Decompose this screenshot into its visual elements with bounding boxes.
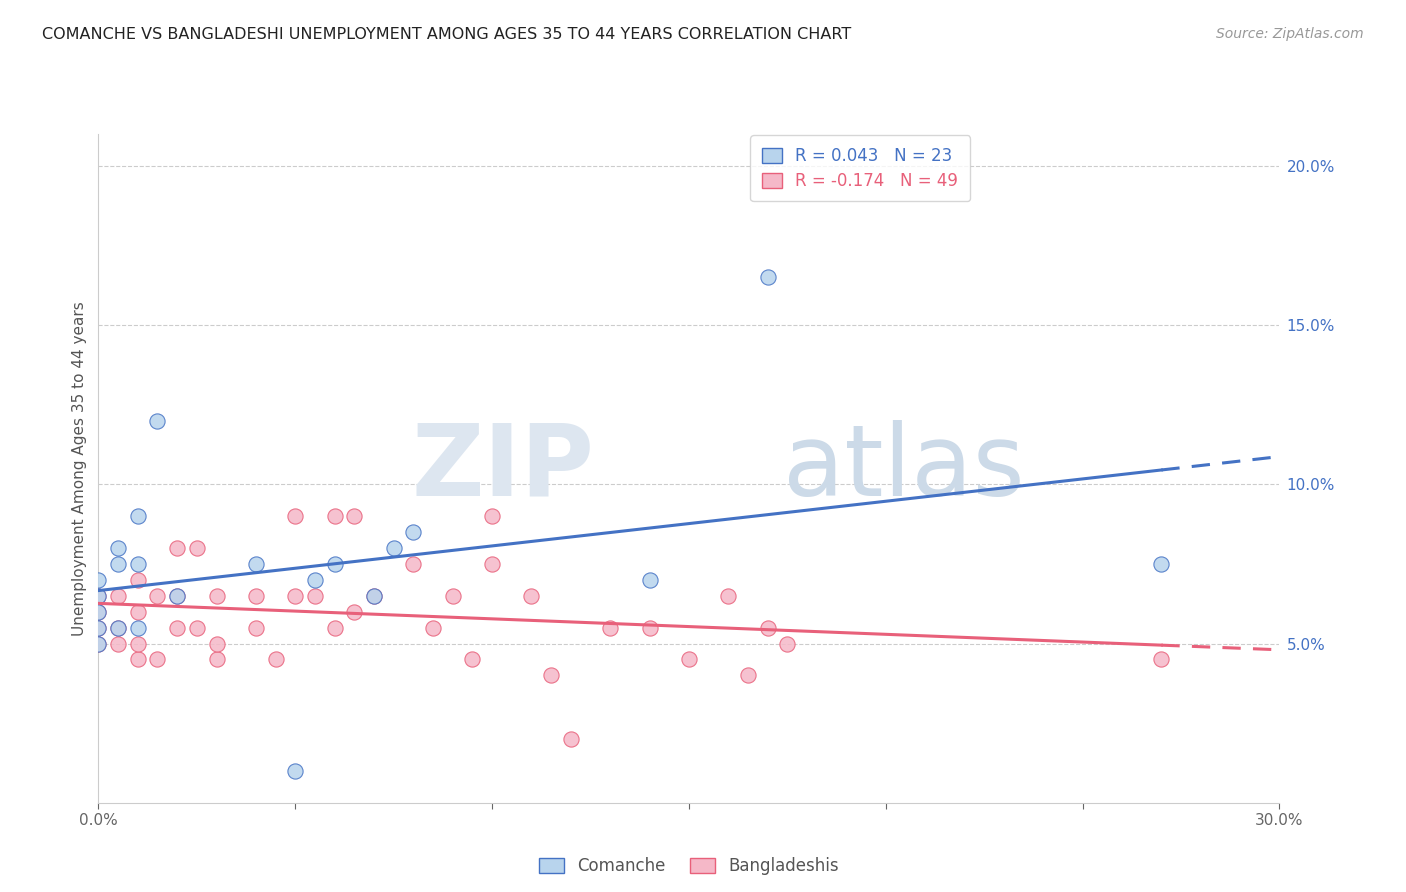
Point — [402, 557, 425, 571]
Point — [1150, 652, 1173, 666]
Point — [107, 621, 129, 635]
Point — [127, 573, 149, 587]
Point — [87, 621, 110, 635]
Point — [87, 636, 110, 650]
Point — [127, 636, 149, 650]
Point — [107, 557, 129, 571]
Point — [245, 589, 267, 603]
Point — [107, 541, 129, 555]
Point — [363, 589, 385, 603]
Point — [323, 557, 346, 571]
Point — [166, 589, 188, 603]
Point — [638, 573, 661, 587]
Point — [205, 589, 228, 603]
Point — [127, 621, 149, 635]
Point — [127, 509, 149, 524]
Point — [127, 652, 149, 666]
Point — [717, 589, 740, 603]
Point — [638, 621, 661, 635]
Point — [599, 621, 621, 635]
Point — [737, 668, 759, 682]
Point — [540, 668, 562, 682]
Point — [87, 589, 110, 603]
Point — [304, 589, 326, 603]
Point — [107, 636, 129, 650]
Point — [323, 621, 346, 635]
Point — [245, 557, 267, 571]
Point — [146, 413, 169, 427]
Point — [776, 636, 799, 650]
Point — [756, 621, 779, 635]
Point — [461, 652, 484, 666]
Point — [343, 509, 366, 524]
Point — [323, 509, 346, 524]
Point — [422, 621, 444, 635]
Point — [245, 621, 267, 635]
Point — [678, 652, 700, 666]
Point — [87, 605, 110, 619]
Point — [441, 589, 464, 603]
Point — [363, 589, 385, 603]
Point — [107, 589, 129, 603]
Point — [304, 573, 326, 587]
Point — [756, 270, 779, 285]
Point — [284, 589, 307, 603]
Text: COMANCHE VS BANGLADESHI UNEMPLOYMENT AMONG AGES 35 TO 44 YEARS CORRELATION CHART: COMANCHE VS BANGLADESHI UNEMPLOYMENT AMO… — [42, 27, 852, 42]
Point — [166, 541, 188, 555]
Text: Source: ZipAtlas.com: Source: ZipAtlas.com — [1216, 27, 1364, 41]
Point — [382, 541, 405, 555]
Point — [186, 621, 208, 635]
Point — [87, 605, 110, 619]
Point — [186, 541, 208, 555]
Point — [127, 605, 149, 619]
Point — [264, 652, 287, 666]
Point — [1150, 557, 1173, 571]
Point — [205, 652, 228, 666]
Point — [343, 605, 366, 619]
Point — [481, 509, 503, 524]
Point — [87, 573, 110, 587]
Point — [107, 621, 129, 635]
Y-axis label: Unemployment Among Ages 35 to 44 years: Unemployment Among Ages 35 to 44 years — [72, 301, 87, 636]
Point — [87, 589, 110, 603]
Point — [284, 509, 307, 524]
Point — [166, 589, 188, 603]
Point — [146, 652, 169, 666]
Point — [146, 589, 169, 603]
Point — [520, 589, 543, 603]
Point — [127, 557, 149, 571]
Text: ZIP: ZIP — [412, 420, 595, 516]
Point — [166, 621, 188, 635]
Point — [284, 764, 307, 778]
Point — [402, 524, 425, 539]
Legend: Comanche, Bangladeshis: Comanche, Bangladeshis — [531, 850, 846, 881]
Point — [481, 557, 503, 571]
Text: atlas: atlas — [783, 420, 1025, 516]
Point — [87, 636, 110, 650]
Point — [560, 732, 582, 747]
Point — [87, 621, 110, 635]
Point — [205, 636, 228, 650]
